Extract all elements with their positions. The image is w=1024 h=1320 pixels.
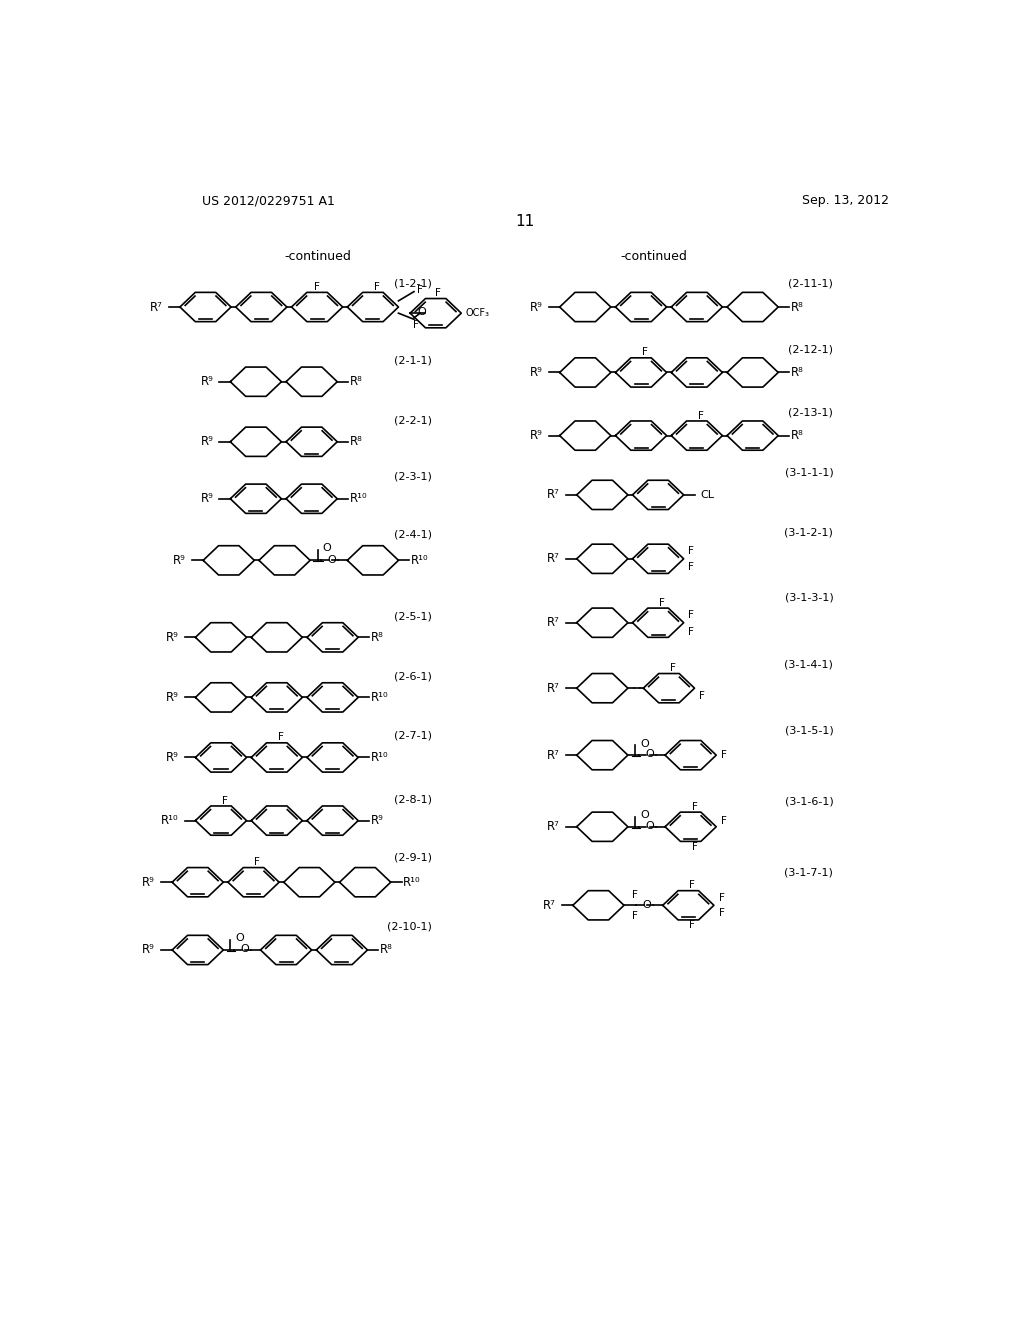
Text: F: F [417, 285, 423, 296]
Text: F: F [314, 282, 321, 292]
Text: R¹⁰: R¹⁰ [371, 690, 388, 704]
Text: R⁷: R⁷ [547, 820, 560, 833]
Text: O: O [640, 810, 649, 820]
Text: (2-8-1): (2-8-1) [394, 795, 432, 804]
Text: (1-2-1): (1-2-1) [394, 279, 432, 288]
Text: R⁷: R⁷ [547, 681, 560, 694]
Text: F: F [659, 598, 665, 607]
Text: (3-1-2-1): (3-1-2-1) [784, 528, 834, 537]
Text: 11: 11 [515, 214, 535, 230]
Text: R⁹: R⁹ [166, 690, 178, 704]
Text: R⁹: R⁹ [201, 375, 213, 388]
Text: O: O [640, 739, 649, 748]
Text: -continued: -continued [285, 251, 351, 264]
Text: R¹⁰: R¹⁰ [161, 814, 178, 828]
Text: R⁹: R⁹ [371, 814, 383, 828]
Text: R⁸: R⁸ [791, 301, 804, 314]
Text: Sep. 13, 2012: Sep. 13, 2012 [802, 194, 889, 207]
Text: R⁹: R⁹ [529, 301, 543, 314]
Text: (3-1-6-1): (3-1-6-1) [784, 796, 834, 807]
Text: (3-1-1-1): (3-1-1-1) [784, 467, 834, 478]
Text: F: F [413, 321, 419, 330]
Text: O: O [323, 543, 332, 553]
Text: R⁷: R⁷ [150, 301, 163, 314]
Text: R⁹: R⁹ [166, 631, 178, 644]
Text: R⁸: R⁸ [380, 944, 392, 957]
Text: O: O [241, 944, 249, 954]
Text: (2-11-1): (2-11-1) [788, 279, 834, 288]
Text: (2-5-1): (2-5-1) [394, 611, 432, 622]
Text: R⁹: R⁹ [529, 429, 543, 442]
Text: F: F [670, 663, 676, 673]
Text: (2-4-1): (2-4-1) [394, 529, 432, 539]
Text: O: O [645, 821, 653, 832]
Text: F: F [697, 411, 703, 421]
Text: R⁸: R⁸ [349, 375, 362, 388]
Text: R¹⁰: R¹⁰ [371, 751, 388, 764]
Text: F: F [688, 546, 694, 556]
Text: F: F [691, 842, 697, 851]
Text: US 2012/0229751 A1: US 2012/0229751 A1 [202, 194, 335, 207]
Text: F: F [688, 610, 694, 620]
Text: (2-12-1): (2-12-1) [788, 345, 834, 354]
Text: (2-9-1): (2-9-1) [394, 853, 432, 862]
Text: F: F [374, 282, 380, 292]
Text: (2-6-1): (2-6-1) [394, 672, 432, 681]
Text: (3-1-4-1): (3-1-4-1) [784, 659, 834, 669]
Text: O: O [418, 306, 426, 317]
Text: F: F [689, 920, 695, 931]
Text: O: O [645, 750, 653, 759]
Text: R⁸: R⁸ [349, 436, 362, 449]
Text: F: F [688, 561, 694, 572]
Text: F: F [632, 890, 638, 899]
Text: OCF₃: OCF₃ [465, 308, 489, 318]
Text: R⁹: R⁹ [201, 492, 213, 506]
Text: (2-13-1): (2-13-1) [788, 408, 834, 417]
Text: R⁹: R⁹ [142, 944, 155, 957]
Text: O: O [643, 899, 651, 909]
Text: (2-1-1): (2-1-1) [394, 355, 432, 366]
Text: R⁹: R⁹ [201, 436, 213, 449]
Text: O: O [236, 933, 245, 944]
Text: -continued: -continued [620, 251, 687, 264]
Text: R⁹: R⁹ [529, 366, 543, 379]
Text: R⁷: R⁷ [547, 552, 560, 565]
Text: F: F [642, 347, 648, 358]
Text: R¹⁰: R¹⁰ [403, 875, 421, 888]
Text: R⁸: R⁸ [791, 429, 804, 442]
Text: R⁸: R⁸ [791, 366, 804, 379]
Text: R⁷: R⁷ [547, 748, 560, 762]
Text: F: F [632, 911, 638, 921]
Text: R⁷: R⁷ [547, 616, 560, 630]
Text: F: F [721, 816, 727, 825]
Text: O: O [328, 554, 336, 565]
Text: R¹⁰: R¹⁰ [349, 492, 368, 506]
Text: F: F [435, 288, 441, 298]
Text: F: F [699, 690, 706, 701]
Text: R¹⁰: R¹⁰ [411, 554, 428, 566]
Text: F: F [719, 892, 724, 903]
Text: R⁹: R⁹ [173, 554, 186, 566]
Text: R⁷: R⁷ [547, 488, 560, 502]
Text: (3-1-3-1): (3-1-3-1) [784, 593, 834, 602]
Text: CL: CL [700, 490, 715, 500]
Text: F: F [222, 796, 227, 805]
Text: F: F [719, 908, 724, 917]
Text: (2-10-1): (2-10-1) [387, 921, 432, 932]
Text: (2-7-1): (2-7-1) [394, 731, 432, 741]
Text: (3-1-5-1): (3-1-5-1) [784, 726, 834, 735]
Text: F: F [278, 733, 284, 742]
Text: F: F [255, 857, 260, 867]
Text: (2-2-1): (2-2-1) [394, 416, 432, 425]
Text: (2-3-1): (2-3-1) [394, 471, 432, 482]
Text: R⁷: R⁷ [543, 899, 556, 912]
Text: R⁹: R⁹ [166, 751, 178, 764]
Text: F: F [691, 801, 697, 812]
Text: R⁸: R⁸ [371, 631, 383, 644]
Text: R⁹: R⁹ [142, 875, 155, 888]
Text: F: F [688, 627, 694, 638]
Text: F: F [689, 880, 695, 890]
Text: F: F [721, 750, 727, 760]
Text: (3-1-7-1): (3-1-7-1) [784, 869, 834, 878]
